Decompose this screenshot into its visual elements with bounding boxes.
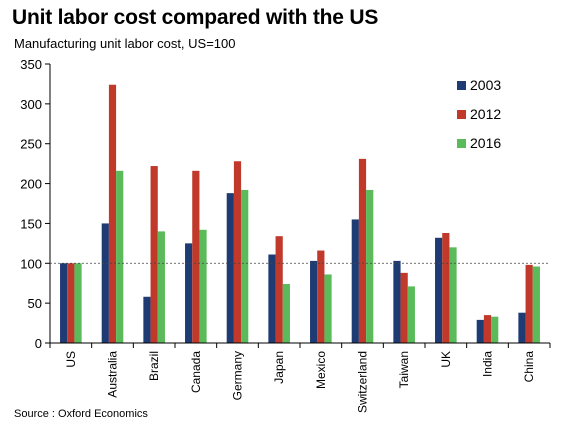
bar-us-2003	[60, 263, 68, 343]
chart-subtitle: Manufacturing unit labor cost, US=100	[14, 36, 236, 51]
bar-switzerland-2003	[351, 219, 359, 343]
bar-mexico-2003	[310, 260, 318, 343]
x-category-label: US	[64, 351, 78, 368]
bar-australia-2012	[108, 84, 117, 344]
legend-label: 2003	[470, 77, 501, 93]
bar-mexico-2016	[324, 274, 332, 343]
bar-germany-2012	[233, 161, 242, 343]
bar-canada-2016	[199, 229, 207, 343]
y-tick-label: 350	[20, 57, 42, 72]
bar-india-2012	[483, 315, 492, 343]
x-category-label: Brazil	[147, 351, 161, 381]
bar-mexico-2012	[317, 250, 325, 343]
bar-china-2016	[532, 266, 540, 343]
bar-brazil-2003	[143, 296, 151, 343]
x-category-label: Switzerland	[356, 351, 370, 413]
bar-japan-2016	[282, 284, 290, 343]
bar-brazil-2016	[157, 231, 165, 343]
bar-switzerland-2016	[366, 189, 374, 343]
bar-uk-2012	[442, 232, 450, 343]
y-axis: 0 50 100 150 200 250 300 350	[20, 57, 51, 351]
x-category-label: Germany	[231, 351, 245, 400]
bar-australia-2016	[116, 170, 124, 343]
bar-switzerland-2012	[358, 158, 367, 343]
x-category-label: Canada	[189, 351, 203, 393]
bar-japan-2003	[268, 254, 276, 343]
y-tick-label: 100	[20, 256, 42, 271]
chart-title: Unit labor cost compared with the US	[12, 6, 379, 29]
source-note: Source : Oxford Economics	[14, 408, 148, 420]
bar-brazil-2012	[150, 166, 158, 343]
bar-china-2012	[525, 264, 533, 343]
y-tick-label: 200	[20, 177, 42, 192]
x-category-label: Taiwan	[397, 351, 411, 388]
bar-japan-2012	[275, 236, 283, 343]
bar-canada-2003	[185, 243, 193, 343]
bar-germany-2016	[241, 189, 249, 343]
y-tick-label: 300	[20, 97, 42, 112]
legend-swatch-2012	[457, 110, 466, 119]
bar-us-2016	[74, 263, 82, 343]
y-tick-label: 250	[20, 137, 42, 152]
bar-china-2003	[518, 312, 526, 343]
bar-germany-2003	[226, 193, 234, 343]
legend: 2003 2012 2016	[457, 77, 501, 151]
x-category-label: Japan	[272, 351, 286, 384]
bar-australia-2003	[101, 223, 109, 343]
x-axis: US Australia Brazil Canada Germany Japan Mexic…	[49, 342, 551, 413]
bar-uk-2016	[449, 247, 457, 343]
bar-taiwan-2003	[393, 260, 401, 343]
legend-swatch-2003	[457, 81, 466, 90]
bar-us-2012	[67, 263, 75, 343]
bar-canada-2012	[192, 170, 200, 343]
legend-label: 2016	[470, 135, 501, 151]
y-tick-label: 150	[20, 216, 42, 231]
x-category-label: Australia	[106, 351, 120, 398]
x-category-label: UK	[439, 351, 453, 368]
bar-taiwan-2016	[407, 286, 415, 343]
x-category-label: Mexico	[314, 351, 328, 389]
y-tick-label: 0	[35, 336, 42, 351]
bars	[60, 84, 540, 344]
bar-uk-2003	[435, 237, 443, 343]
bar-taiwan-2012	[400, 272, 408, 343]
bar-india-2003	[476, 319, 484, 343]
x-category-label: India	[481, 351, 495, 377]
bar-india-2016	[491, 316, 499, 343]
x-category-label: China	[522, 351, 536, 383]
legend-label: 2012	[470, 106, 501, 122]
legend-swatch-2016	[457, 139, 466, 148]
y-tick-label: 50	[28, 296, 42, 311]
